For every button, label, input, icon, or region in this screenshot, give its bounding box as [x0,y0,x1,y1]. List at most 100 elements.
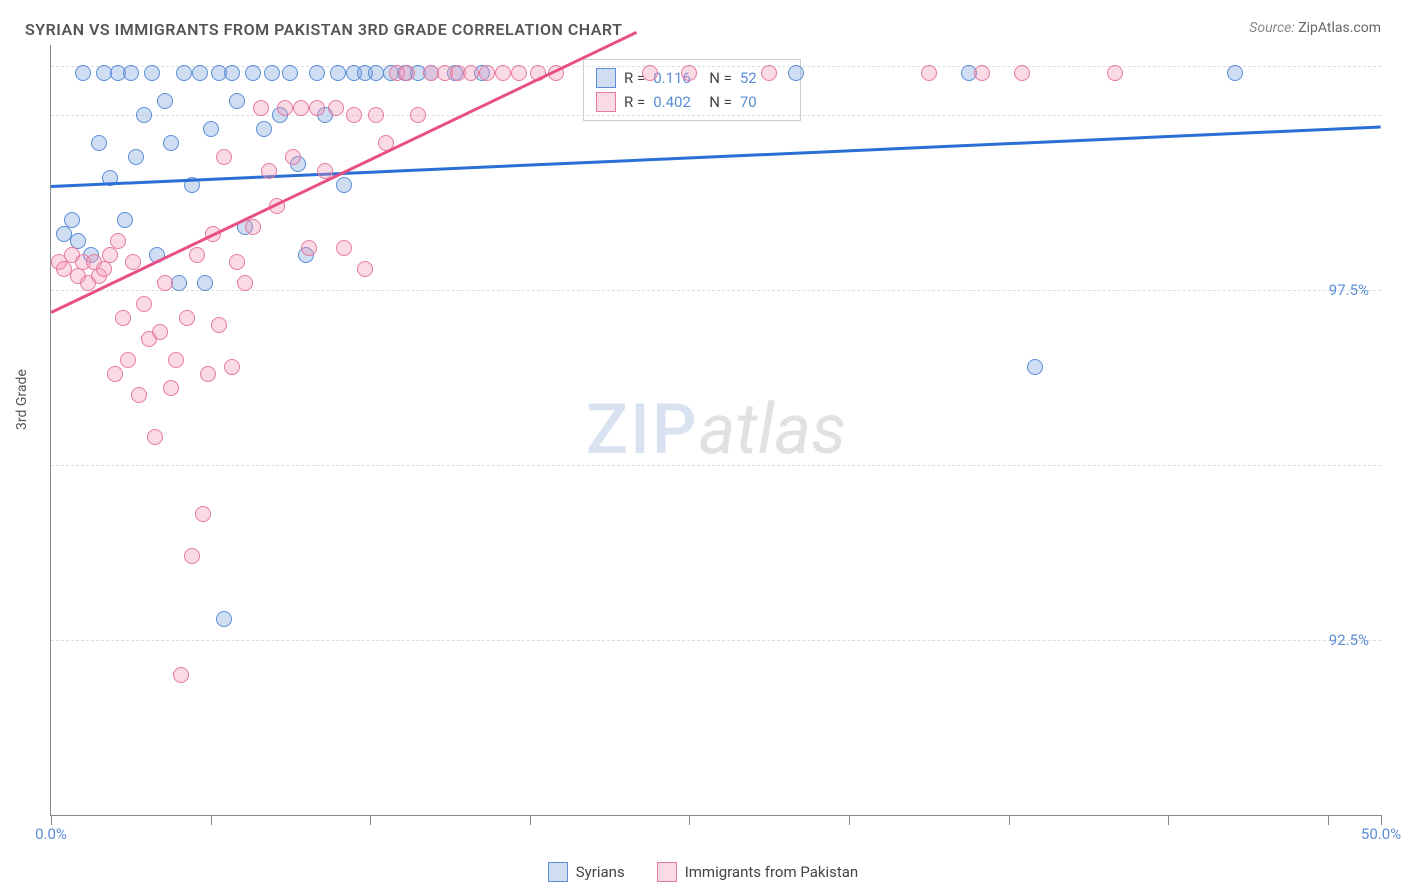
data-point [788,65,804,81]
data-point [368,65,384,81]
x-tick-label: 50.0% [1361,825,1401,843]
data-point [921,65,937,81]
x-tick [849,815,850,825]
data-point [144,65,160,81]
data-point [253,100,269,116]
data-point [107,366,123,382]
data-point [131,387,147,403]
data-point [75,65,91,81]
watermark-atlas: atlas [699,389,847,471]
data-point [245,65,261,81]
legend-item-pakistan: Immigrants from Pakistan [657,862,859,882]
data-point [152,324,168,340]
watermark-zip: ZIP [586,389,699,471]
data-point [176,65,192,81]
data-point [368,107,384,123]
data-point [91,135,107,151]
y-tick-label: 97.5% [1329,281,1369,299]
legend-label: Immigrants from Pakistan [685,863,859,881]
data-point [216,149,232,165]
data-point [642,65,658,81]
x-tick [211,815,212,825]
data-point [399,65,415,81]
n-label: N = [709,93,732,111]
n-label: N = [709,69,732,87]
data-point [237,275,253,291]
data-point [123,65,139,81]
data-point [195,506,211,522]
gridline [51,640,1381,641]
data-point [110,233,126,249]
data-point [96,261,112,277]
data-point [163,135,179,151]
data-point [173,667,189,683]
data-point [330,65,346,81]
data-point [301,240,317,256]
data-point [264,65,280,81]
data-point [309,65,325,81]
source-label: Source: [1249,20,1294,36]
data-point [479,65,495,81]
data-point [163,380,179,396]
data-point [224,65,240,81]
data-point [216,611,232,627]
legend-label: Syrians [576,863,625,881]
swatch-icon [596,68,616,88]
trend-line [51,126,1381,188]
watermark: ZIPatlas [586,389,846,471]
data-point [229,254,245,270]
data-point [285,149,301,165]
data-point [511,65,527,81]
source-attribution: Source: ZipAtlas.com [1249,20,1381,36]
data-point [245,219,261,235]
data-point [189,247,205,263]
data-point [102,247,118,263]
data-point [1107,65,1123,81]
x-tick [51,815,52,825]
r-value: 0.402 [653,93,701,111]
data-point [229,93,245,109]
x-tick [370,815,371,825]
data-point [211,317,227,333]
data-point [336,177,352,193]
data-point [192,65,208,81]
x-tick [1168,815,1169,825]
data-point [463,65,479,81]
data-point [200,366,216,382]
data-point [179,310,195,326]
data-point [277,100,293,116]
x-tick [689,815,690,825]
gridline [51,115,1381,116]
data-point [761,65,777,81]
x-tick [1381,815,1382,825]
data-point [115,310,131,326]
data-point [157,93,173,109]
data-point [495,65,511,81]
swatch-icon [596,92,616,112]
data-point [293,100,309,116]
data-point [136,107,152,123]
data-point [357,261,373,277]
x-tick [1009,815,1010,825]
data-point [136,296,152,312]
y-axis-label: 3rd Grade [14,369,30,430]
x-tick [530,815,531,825]
data-point [309,100,325,116]
source-value: ZipAtlas.com [1298,20,1381,36]
n-value: 70 [740,93,788,111]
data-point [282,65,298,81]
legend-item-syrians: Syrians [548,862,625,882]
scatter-plot-area: ZIPatlas R =0.116N =52R =0.402N =70 92.5… [50,45,1381,816]
data-point [1227,65,1243,81]
data-point [346,107,362,123]
data-point [256,121,272,137]
swatch-icon [657,862,677,882]
gridline [51,290,1381,291]
legend-row: R =0.402N =70 [596,90,788,114]
data-point [974,65,990,81]
series-legend: Syrians Immigrants from Pakistan [0,862,1406,882]
data-point [197,275,213,291]
data-point [147,429,163,445]
data-point [328,100,344,116]
data-point [1014,65,1030,81]
